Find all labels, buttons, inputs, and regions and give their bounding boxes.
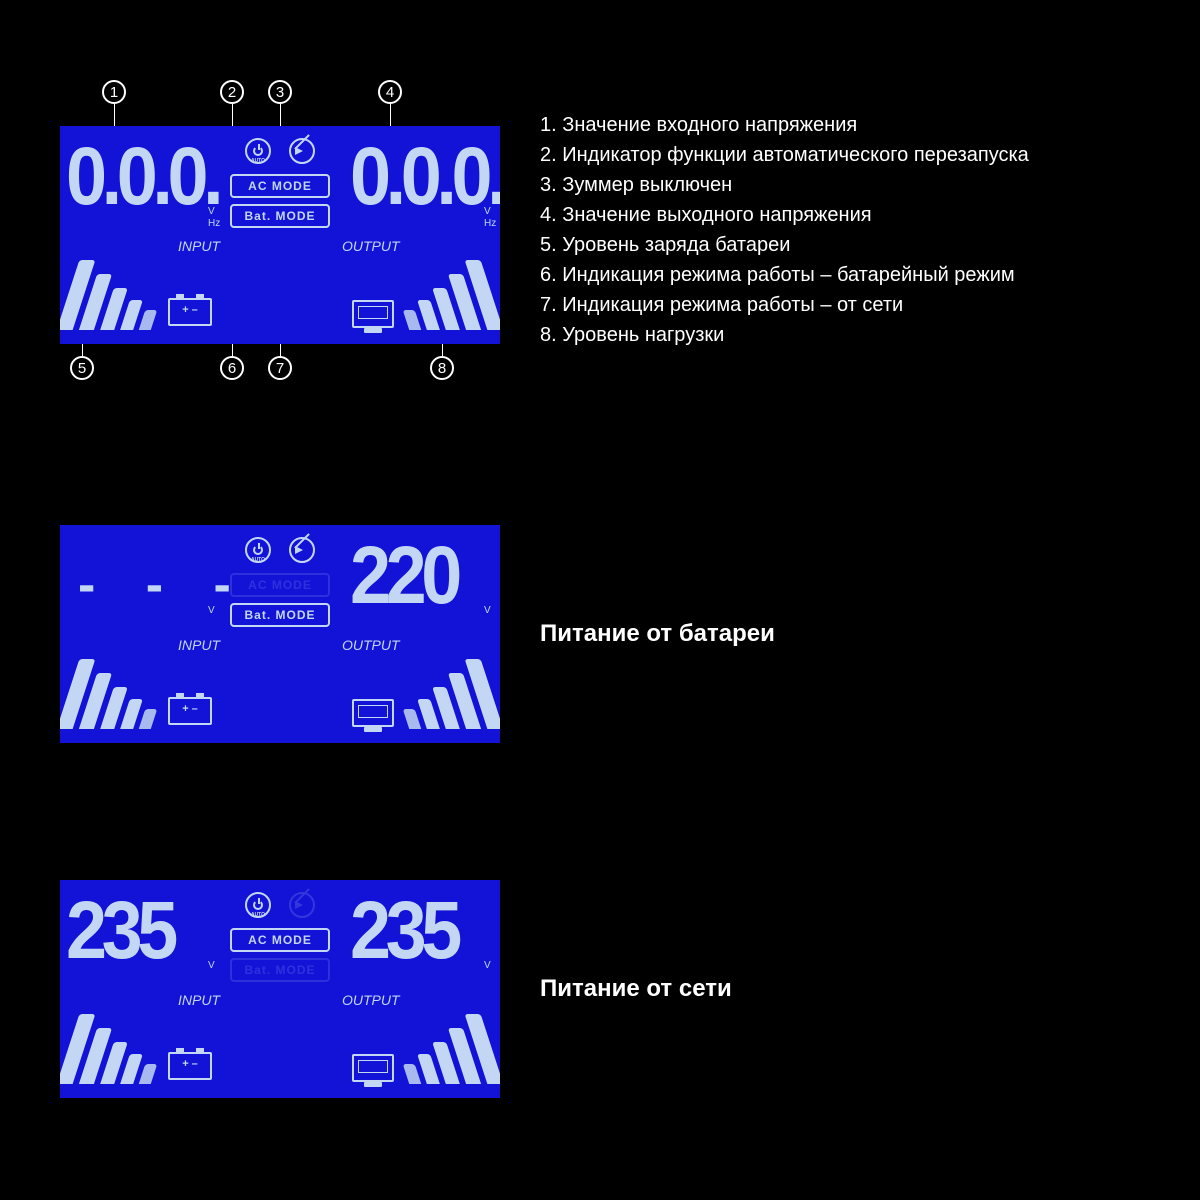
monitor-icon — [352, 1054, 394, 1082]
lcd-battery: - - - 220 V V INPUT OUTPUT AUTO AC MODE … — [60, 525, 500, 743]
unit-v-right: V — [484, 960, 491, 971]
legend-item: 3. Зуммер выключен — [540, 170, 1029, 200]
center-panel: AUTO AC MODE Bat. MODE — [228, 892, 332, 982]
legend-item: 7. Индикация режима работы – от сети — [540, 290, 1029, 320]
callout-6: 6 — [220, 356, 244, 380]
legend-item: 2. Индикатор функции автоматического пер… — [540, 140, 1029, 170]
legend-item: 8. Уровень нагрузки — [540, 320, 1029, 350]
caption-mains: Питание от сети — [540, 975, 732, 1003]
input-value: 0.0.0. — [66, 136, 218, 218]
unit-v-left: V — [208, 960, 215, 971]
callout-7: 7 — [268, 356, 292, 380]
load-level-bars — [406, 260, 492, 330]
ac-mode-box-dim: AC MODE — [230, 573, 330, 597]
center-panel: AUTO AC MODE Bat. MODE — [228, 537, 332, 627]
battery-icon: + – — [168, 697, 212, 725]
row-mains: 235 235 V V INPUT OUTPUT AUTO AC MODE Ba… — [0, 880, 732, 1098]
unit-hz-right: Hz — [484, 218, 496, 229]
legend-item: 4. Значение выходного напряжения — [540, 200, 1029, 230]
input-dashes: - - - — [78, 555, 249, 615]
output-value: 220 — [350, 535, 457, 617]
legend-item: 6. Индикация режима работы – батарейный … — [540, 260, 1029, 290]
mute-icon — [289, 537, 315, 563]
unit-v-left: V — [208, 605, 215, 616]
output-label: OUTPUT — [342, 238, 400, 254]
bat-mode-box-dim: Bat. MODE — [230, 958, 330, 982]
battery-icon: + – — [168, 298, 212, 326]
row-battery: - - - 220 V V INPUT OUTPUT AUTO AC MODE … — [0, 525, 775, 743]
callout-8: 8 — [430, 356, 454, 380]
input-label: INPUT — [178, 238, 220, 254]
callout-3: 3 — [268, 80, 292, 104]
callout-4: 4 — [378, 80, 402, 104]
monitor-icon — [352, 699, 394, 727]
lcd-annotated: 0.0.0. 0.0.0. V Hz V Hz INPUT OUTPUT AUT… — [60, 126, 500, 344]
output-value: 0.0.0. — [350, 136, 500, 218]
mute-icon — [289, 138, 315, 164]
battery-level-bars — [68, 659, 154, 729]
bat-mode-box: Bat. MODE — [230, 603, 330, 627]
output-label: OUTPUT — [342, 992, 400, 1008]
input-value: 235 — [66, 890, 173, 972]
ac-mode-box: AC MODE — [230, 174, 330, 198]
auto-restart-icon: AUTO — [245, 537, 271, 563]
legend-item: 1. Значение входного напряжения — [540, 110, 1029, 140]
center-panel: AUTO AC MODE Bat. MODE — [228, 138, 332, 228]
load-level-bars — [406, 1014, 492, 1084]
output-value: 235 — [350, 890, 457, 972]
callout-5: 5 — [70, 356, 94, 380]
output-label: OUTPUT — [342, 637, 400, 653]
battery-icon: + – — [168, 1052, 212, 1080]
battery-level-bars — [68, 260, 154, 330]
load-level-bars — [406, 659, 492, 729]
auto-restart-icon: AUTO — [245, 138, 271, 164]
legend-list: 1. Значение входного напряжения 2. Индик… — [540, 110, 1029, 350]
auto-restart-icon: AUTO — [245, 892, 271, 918]
monitor-icon — [352, 300, 394, 328]
unit-v-left: V — [208, 206, 215, 217]
callout-1: 1 — [102, 80, 126, 104]
legend-item: 5. Уровень заряда батареи — [540, 230, 1029, 260]
unit-v-right: V — [484, 605, 491, 616]
mute-icon-dim — [289, 892, 315, 918]
unit-hz-left: Hz — [208, 218, 220, 229]
row-annotated: 0.0.0. 0.0.0. V Hz V Hz INPUT OUTPUT AUT… — [0, 120, 1029, 350]
caption-battery: Питание от батареи — [540, 620, 775, 648]
input-label: INPUT — [178, 637, 220, 653]
callout-2: 2 — [220, 80, 244, 104]
bat-mode-box: Bat. MODE — [230, 204, 330, 228]
battery-level-bars — [68, 1014, 154, 1084]
input-label: INPUT — [178, 992, 220, 1008]
unit-v-right: V — [484, 206, 491, 217]
ac-mode-box: AC MODE — [230, 928, 330, 952]
lcd-mains: 235 235 V V INPUT OUTPUT AUTO AC MODE Ba… — [60, 880, 500, 1098]
